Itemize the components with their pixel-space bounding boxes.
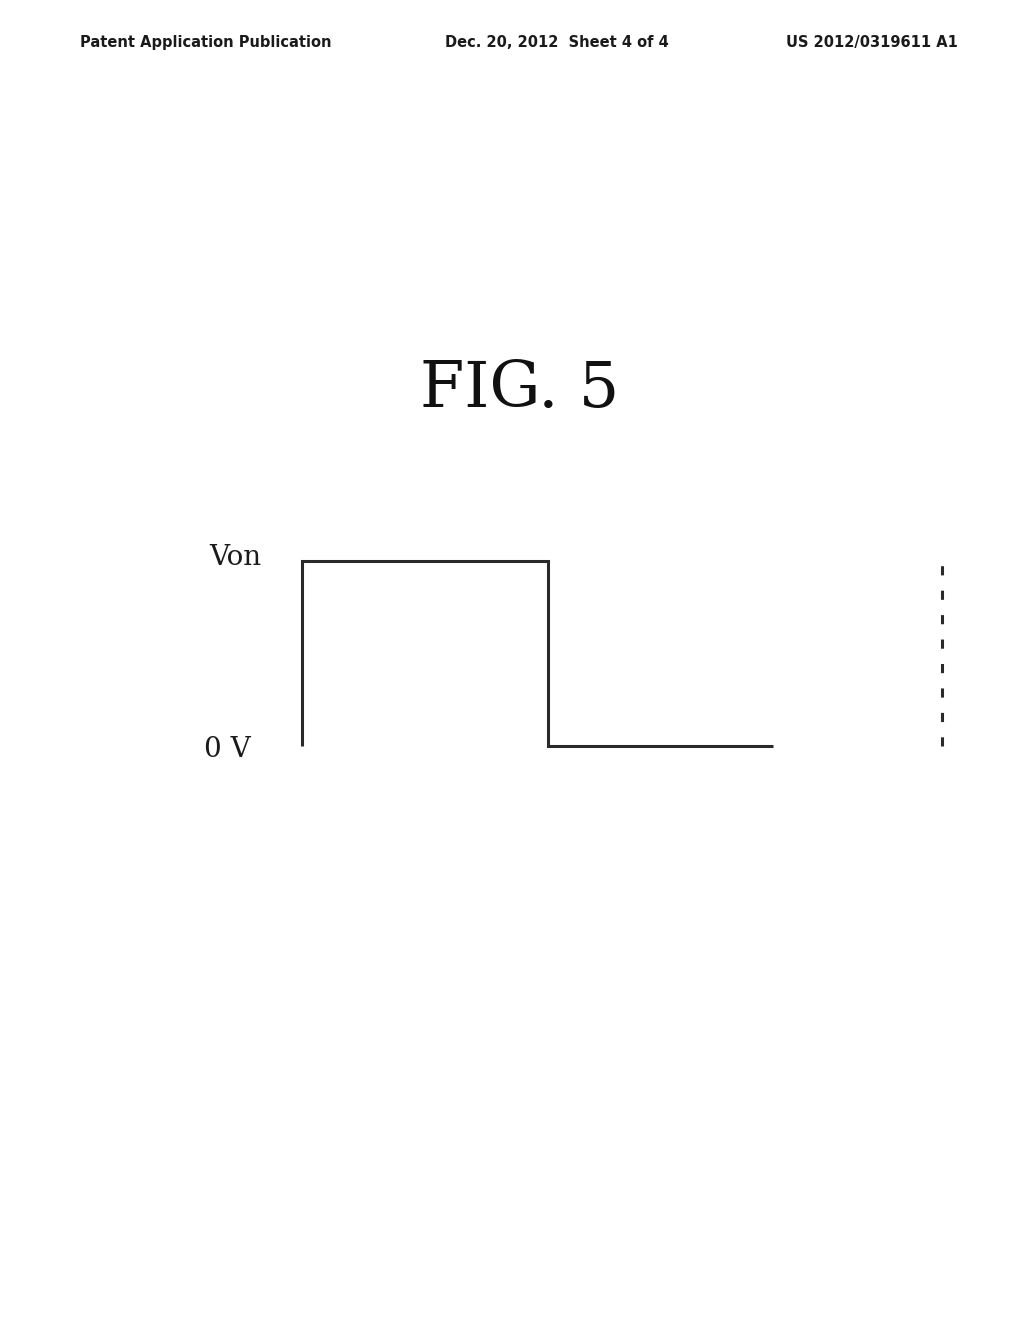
Text: Patent Application Publication: Patent Application Publication <box>80 34 332 50</box>
Text: US 2012/0319611 A1: US 2012/0319611 A1 <box>785 34 957 50</box>
Text: FIG. 5: FIG. 5 <box>420 359 620 420</box>
Text: Dec. 20, 2012  Sheet 4 of 4: Dec. 20, 2012 Sheet 4 of 4 <box>445 34 670 50</box>
Text: 0 V: 0 V <box>204 737 251 763</box>
Text: Von: Von <box>209 544 261 570</box>
